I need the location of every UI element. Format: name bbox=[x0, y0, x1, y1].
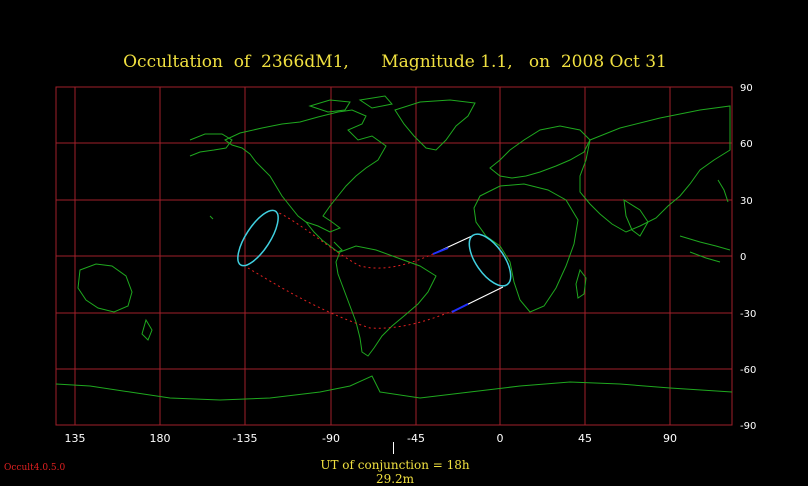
path-north-limit bbox=[274, 210, 434, 269]
lat-tick-s30: -30 bbox=[740, 309, 757, 320]
title-object: Occultation of 2366dM1, bbox=[123, 52, 349, 72]
coast-central-america bbox=[305, 221, 343, 253]
coast-north-america bbox=[224, 109, 387, 233]
coast-india bbox=[623, 199, 649, 237]
lon-tick-w45: -45 bbox=[407, 432, 425, 445]
title-magnitude: Magnitude 1.1, bbox=[381, 52, 513, 72]
coast-greenland bbox=[394, 99, 476, 151]
lat-tick-60: 60 bbox=[740, 139, 753, 150]
title-date: on 2008 Oct 31 bbox=[528, 52, 667, 72]
graticule bbox=[56, 87, 732, 425]
coast-australia bbox=[77, 263, 133, 313]
coast-europe bbox=[489, 125, 591, 179]
coast-africa bbox=[473, 183, 579, 313]
lat-tick-s90: -90 bbox=[740, 421, 757, 432]
coast-indonesia bbox=[679, 235, 731, 263]
coast-madagascar bbox=[575, 268, 587, 299]
lon-tick-135: 135 bbox=[64, 432, 86, 445]
coast-antarctica bbox=[55, 375, 733, 401]
shadow-ellipse-west bbox=[237, 209, 279, 267]
lon-tick-e90: 90 bbox=[663, 432, 677, 445]
lon-tick-180: 180 bbox=[149, 432, 171, 445]
lat-tick-90: 90 bbox=[740, 83, 753, 94]
lon-tick-e45: 45 bbox=[578, 432, 592, 445]
coast-japan bbox=[717, 179, 729, 203]
lat-tick-0: 0 bbox=[740, 252, 747, 263]
coast-alaska bbox=[189, 133, 233, 157]
coastlines bbox=[55, 95, 733, 401]
coast-new-zealand bbox=[141, 318, 153, 341]
path-south-limit bbox=[247, 267, 461, 329]
shadow-ellipses bbox=[237, 209, 512, 287]
version-label: Occult4.0.5.0 bbox=[4, 463, 66, 473]
lon-tick-0: 0 bbox=[496, 432, 504, 445]
coast-south-america bbox=[335, 245, 437, 357]
tangent-south-tip bbox=[451, 303, 469, 313]
conjunction-time: UT of conjunction = 18h 29.2m bbox=[320, 458, 470, 486]
coast-arctic-islands bbox=[308, 95, 393, 113]
tangent-north-tip bbox=[432, 247, 449, 255]
tangent-lines bbox=[432, 235, 504, 313]
coast-asia bbox=[579, 105, 731, 233]
lat-tick-30: 30 bbox=[740, 196, 753, 207]
lat-tick-s60: -60 bbox=[740, 365, 757, 376]
coast-hawaii bbox=[209, 215, 214, 220]
conjunction-marker bbox=[393, 442, 394, 454]
map-title: Occultation of 2366dM1, Magnitude 1.1, o… bbox=[0, 52, 790, 72]
shadow-ellipse-east bbox=[468, 233, 512, 287]
occultation-path bbox=[247, 210, 461, 329]
lon-tick-w90: -90 bbox=[322, 432, 340, 445]
lon-tick-w135: -135 bbox=[232, 432, 258, 445]
